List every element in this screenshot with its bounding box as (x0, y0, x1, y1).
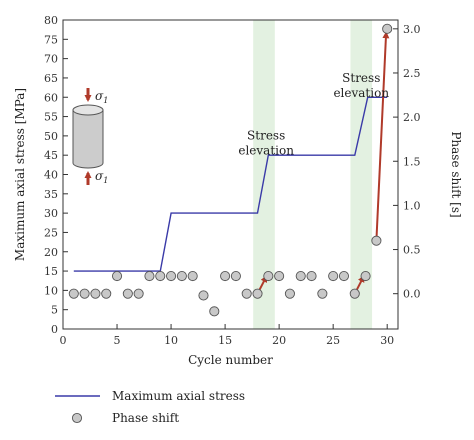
legend: Maximum axial stress Phase shift (55, 389, 245, 425)
plot-frame (62, 19, 399, 330)
phase-point (101, 288, 112, 299)
legend-label-phase: Phase shift (112, 411, 179, 425)
axes: 0 5 10 15 20 25 30 0 5 10 15 20 25 30 35 40 45 50 55 60 65 70… (13, 14, 463, 367)
phase-point (230, 270, 241, 282)
stress-elevation-label: elevation (333, 86, 389, 100)
stress-elevation-label: Stress (342, 71, 380, 85)
sigma-subscript: 1 (103, 176, 108, 185)
shaded-region-1 (350, 20, 373, 329)
y-tick-label: 55 (44, 111, 58, 124)
phase-point (306, 270, 317, 282)
phase-point (241, 288, 252, 299)
y2-tick-label: 3.0 (403, 23, 421, 36)
x-tick-label: 10 (164, 334, 178, 347)
x-tick-label: 30 (380, 334, 394, 347)
phase-point (295, 270, 306, 282)
y-tick-label: 10 (44, 284, 58, 297)
phase-point (328, 270, 339, 282)
jump-arrow-2 (375, 31, 390, 241)
phase-point (122, 288, 133, 299)
phase-point (133, 288, 144, 299)
x-tick-label: 25 (326, 334, 340, 347)
y-tick-label: 70 (44, 53, 58, 66)
y-tick-label: 75 (44, 33, 58, 46)
phase-point (155, 270, 166, 282)
stress-line (73, 96, 388, 272)
phase-point (338, 270, 350, 282)
phase-point (220, 270, 231, 282)
y-tick-label: 20 (44, 246, 58, 259)
y-tick-label: 80 (44, 14, 58, 27)
x-tick-label: 15 (218, 334, 232, 347)
y2-tick-label: 2.0 (403, 111, 421, 124)
sigma-subscript: 1 (103, 96, 108, 105)
x-axis-title: Cycle number (188, 353, 273, 367)
y2-axis-title: Phase shift [s] (449, 131, 463, 217)
phase-point (176, 270, 187, 282)
phase-point (90, 288, 101, 299)
sigma-label-top: σ1 (95, 89, 108, 105)
y-tick-label: 5 (51, 304, 58, 317)
phase-point (263, 270, 274, 282)
y2-tick-label: 2.5 (403, 67, 421, 80)
legend-marker-phase (71, 412, 83, 424)
phase-point (209, 306, 220, 317)
x-tick-label: 20 (272, 334, 286, 347)
x-tick-label: 5 (114, 334, 121, 347)
y-tick-label: 50 (44, 130, 58, 143)
stress-elevation-label: elevation (238, 144, 294, 158)
phase-point (284, 288, 295, 299)
phase-point (79, 288, 90, 299)
shaded-regions (253, 20, 373, 329)
phase-point (166, 270, 177, 282)
phase-point (187, 270, 198, 282)
series (68, 23, 393, 317)
y-tick-label: 45 (44, 149, 58, 162)
legend-label-stress: Maximum axial stress (112, 389, 245, 403)
y-tick-label: 40 (44, 169, 58, 182)
y-axis-title: Maximum axial stress [MPa] (13, 88, 27, 261)
x-tick-label: 0 (60, 334, 67, 347)
phase-point (371, 235, 382, 246)
y-tick-label: 15 (44, 265, 58, 278)
specimen-top-face (72, 104, 104, 116)
y-tick-label: 30 (44, 207, 58, 220)
stress-elevation-label: Stress (247, 129, 285, 143)
phase-point (252, 288, 263, 299)
phase-point (68, 288, 79, 299)
y-tick-label: 65 (44, 72, 58, 85)
y-tick-label: 25 (44, 226, 58, 239)
y2-tick-label: 0.5 (403, 244, 421, 257)
y2-tick-label: 1.0 (403, 199, 421, 212)
phase-point (198, 290, 209, 301)
specimen-cylinder (72, 109, 104, 169)
phase-point (111, 270, 123, 282)
phase-point (382, 23, 393, 34)
phase-point (360, 270, 371, 282)
y2-tick-label: 1.5 (403, 155, 421, 168)
y-tick-label: 0 (51, 323, 58, 336)
phase-point (144, 270, 155, 282)
phase-point (349, 288, 360, 299)
phase-point (317, 288, 328, 299)
specimen-inset: σ1 σ1 (72, 88, 108, 185)
y-tick-label: 60 (44, 91, 58, 104)
y2-tick-label: 0.0 (403, 288, 421, 301)
sigma-label-bottom: σ1 (95, 169, 108, 185)
y-tick-label: 35 (44, 188, 58, 201)
phase-point (274, 270, 285, 282)
